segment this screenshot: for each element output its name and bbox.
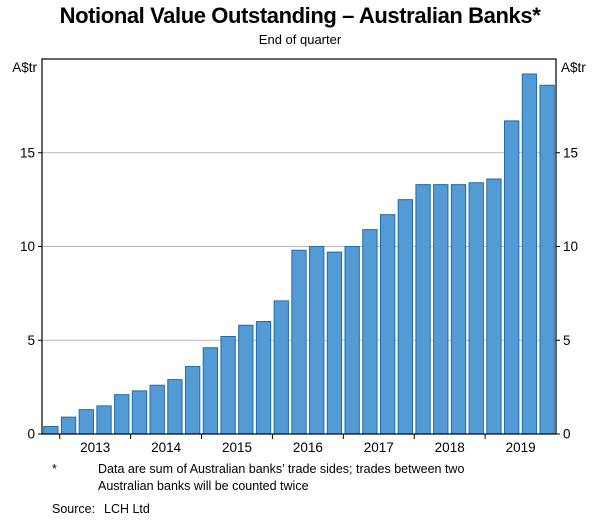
bar [238, 324, 254, 435]
bar [60, 416, 77, 435]
bar [202, 347, 219, 435]
bar [309, 246, 325, 435]
source-label: Source: [52, 501, 96, 516]
x-tick-label: 2014 [151, 440, 182, 455]
bar [450, 184, 467, 435]
bar [78, 409, 94, 435]
bar [344, 246, 360, 435]
chart-notes: * Data are sum of Australian banks’ trad… [0, 461, 600, 518]
bar [486, 178, 502, 435]
bar [362, 229, 378, 435]
bar [167, 379, 183, 435]
y-tick-label: 0 [563, 427, 571, 442]
bar-chart: 0 0 5 5 10 10 15 15 A$tr A$tr 2013 2014 2015 2016 2017… [12, 58, 586, 455]
bar [131, 390, 148, 435]
bar [220, 336, 236, 435]
y-tick-label: 10 [563, 239, 578, 254]
bar [184, 366, 201, 435]
x-tick-label: 2015 [222, 440, 252, 455]
y-tick-label: 0 [27, 427, 35, 442]
bar [149, 384, 165, 435]
y-axis-unit-left: A$tr [12, 60, 37, 75]
y-tick-label: 15 [20, 145, 35, 160]
bar [415, 184, 431, 435]
bar [397, 199, 413, 435]
x-tick-label: 2017 [364, 440, 394, 455]
bar [273, 300, 289, 435]
bar [521, 73, 538, 435]
bar [114, 394, 130, 435]
bar [43, 426, 59, 435]
source-line: Source: LCH Ltd [52, 501, 572, 518]
x-tick-label: 2018 [435, 440, 465, 455]
y-tick-label: 5 [27, 333, 35, 348]
x-tick-label: 2013 [80, 440, 110, 455]
y-tick-label: 15 [563, 145, 578, 160]
bar [379, 214, 396, 435]
x-tick-label: 2016 [293, 440, 323, 455]
footnote-text: Data are sum of Australian banks’ trade … [98, 462, 465, 493]
footnote: * Data are sum of Australian banks’ trad… [52, 461, 572, 495]
bar [468, 182, 484, 435]
bar [504, 120, 520, 435]
x-tick-label: 2019 [506, 440, 536, 455]
bar [433, 184, 449, 435]
bar [255, 321, 272, 435]
bar [539, 84, 555, 435]
chart-title: Notional Value Outstanding – Australian … [59, 3, 541, 28]
y-axis-unit-right: A$tr [561, 60, 586, 75]
y-tick-label: 5 [563, 333, 571, 348]
bar [291, 249, 307, 435]
bar [96, 405, 112, 435]
bar [326, 251, 343, 435]
y-tick-label: 10 [20, 239, 35, 254]
chart-subtitle: End of quarter [258, 32, 342, 47]
footnote-marker: * [52, 462, 57, 476]
source-text: LCH Ltd [104, 501, 150, 516]
